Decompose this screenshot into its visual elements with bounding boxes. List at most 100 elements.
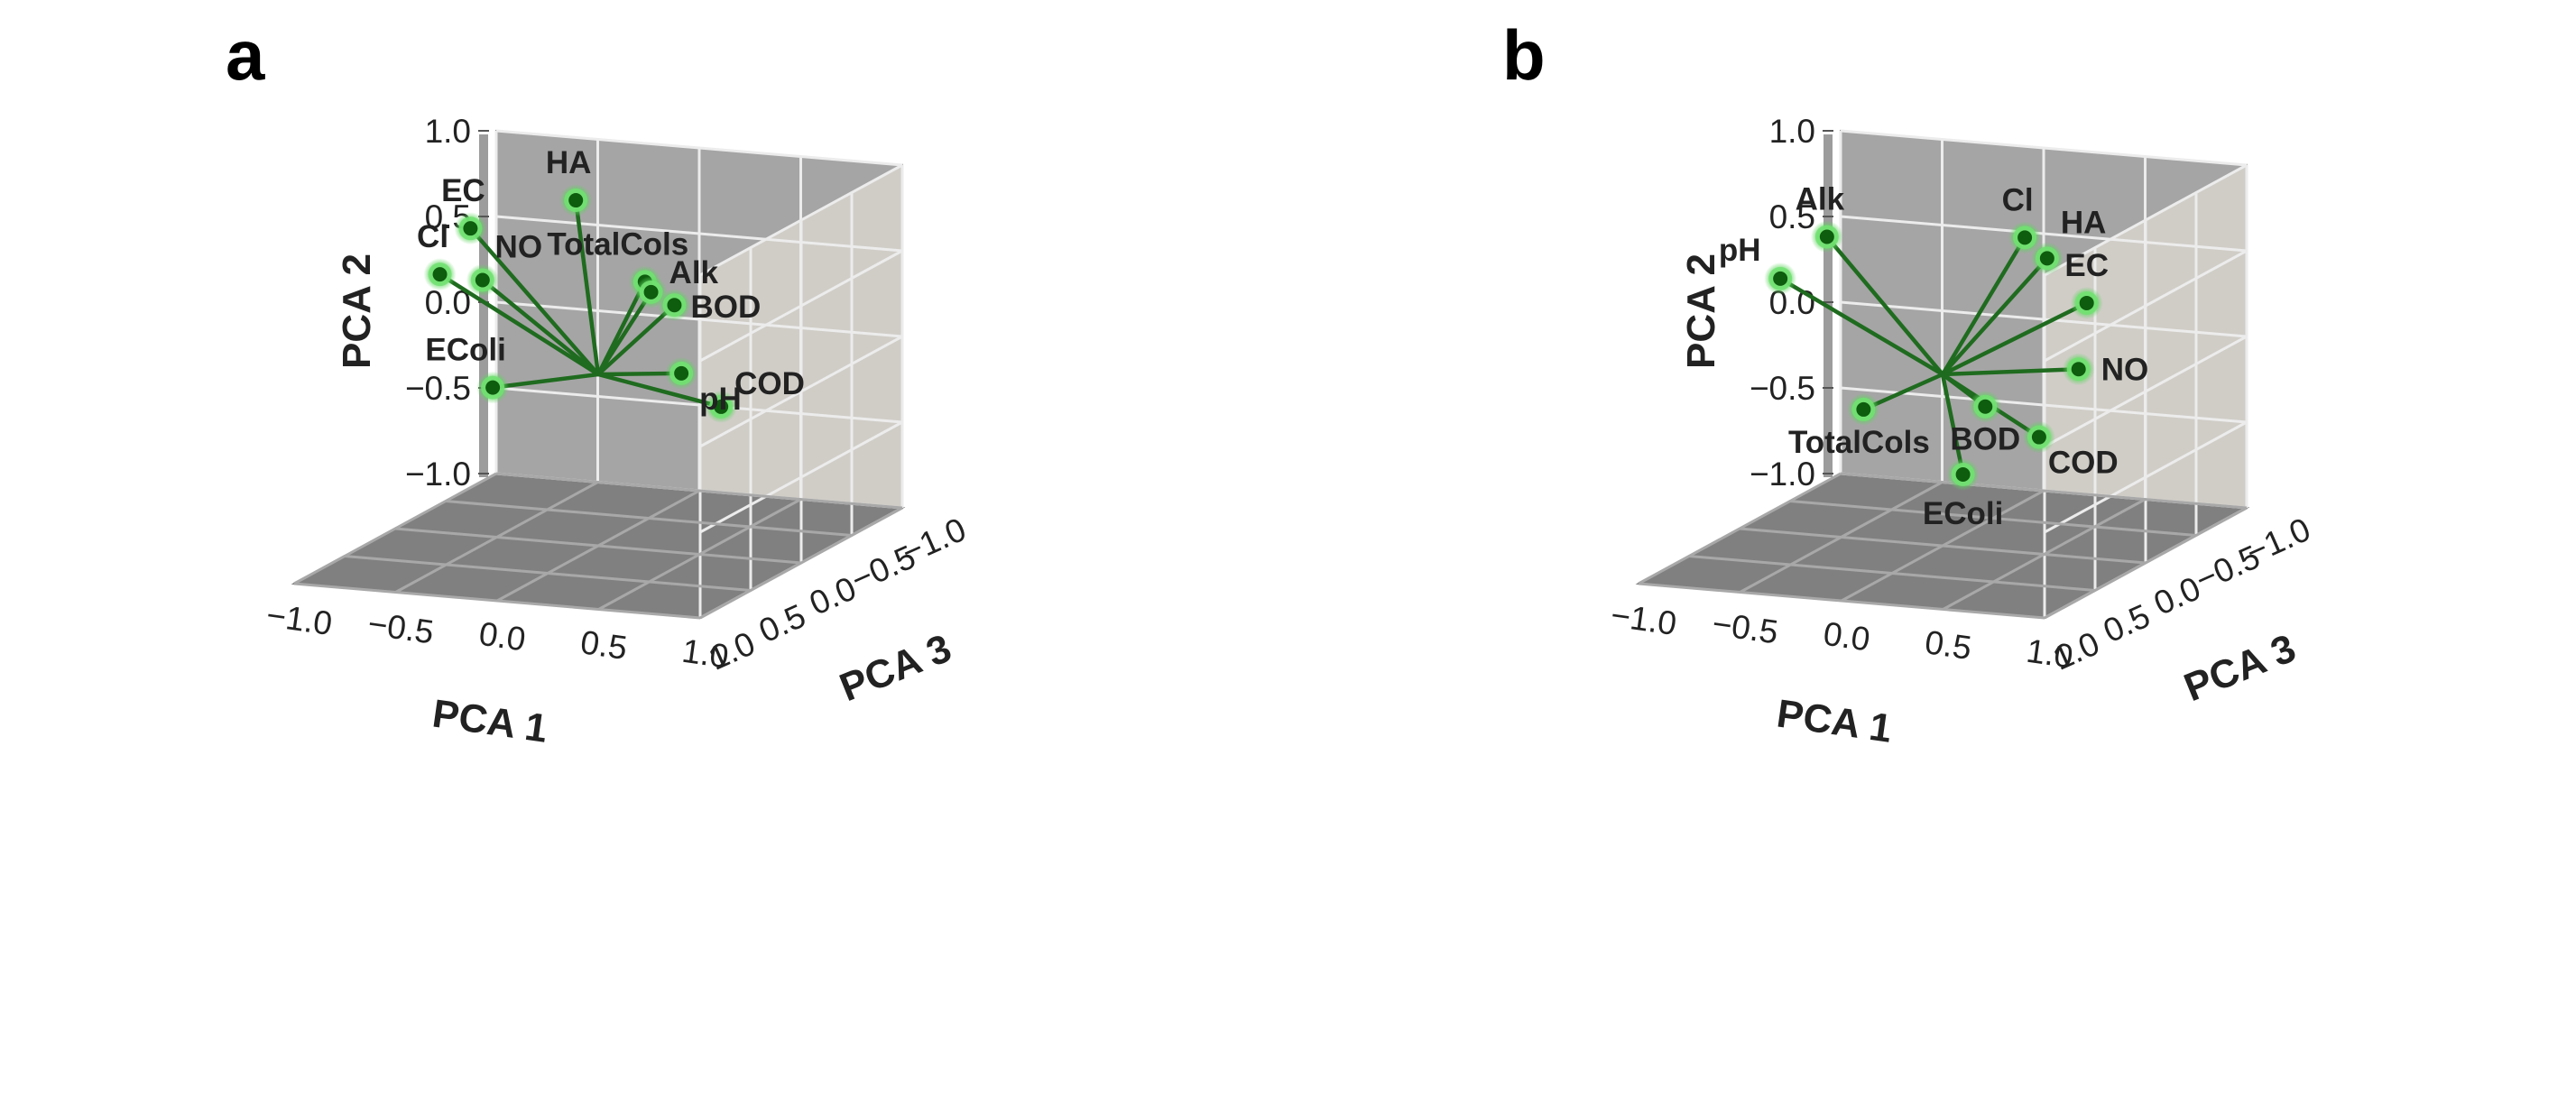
panel-b: 1.00.50.0−0.5−1.0−1.0 −0.5 0.0 0.5 1.01.00.5… — [1502, 15, 2316, 751]
point-ec — [463, 221, 478, 236]
x-tick-label: 1.0 — [679, 632, 731, 676]
loading-vector-ec — [468, 226, 600, 376]
point-ec — [2079, 295, 2094, 310]
loading-vector-alk — [596, 290, 653, 376]
point-label-alk: Alk — [1796, 181, 1845, 216]
x-axis-title: PCA 1 — [1774, 691, 1895, 751]
point-alk — [1819, 229, 1834, 244]
loading-vector-bod — [596, 303, 676, 376]
y-tick-label: −1.0 — [1750, 456, 1815, 493]
point-label-ph: pH — [1719, 233, 1761, 268]
point-cl — [432, 267, 448, 282]
z-tick-label: −1.0 — [896, 511, 971, 571]
y-tick-label: −0.5 — [1750, 370, 1815, 407]
grid-line — [394, 527, 802, 565]
x-tick-label: 0.5 — [1923, 623, 1974, 667]
point-label-cl: Cl — [417, 219, 448, 254]
point-cl — [2017, 230, 2033, 245]
point-label-ha: HA — [2061, 205, 2107, 240]
point-totalcols — [1856, 401, 1871, 417]
grid-line — [1739, 527, 2147, 565]
point-label-no: NO — [2101, 352, 2149, 387]
panel-letter: b — [1502, 15, 1546, 95]
grid-line — [2044, 163, 2248, 277]
point-no — [475, 272, 490, 288]
loading-vector-ec — [1942, 300, 2088, 377]
x-tick-label: −1.0 — [1609, 596, 1679, 642]
panel-letter: a — [226, 15, 265, 95]
point-ecoli — [485, 380, 501, 395]
point-ph — [1773, 271, 1788, 286]
grid-line — [344, 555, 752, 592]
point-ecoli — [1955, 467, 1971, 482]
loading-vector-ecoli — [1940, 373, 1965, 475]
grid-line — [2044, 335, 2248, 448]
grid-line — [495, 129, 903, 167]
point-label-totalcols: TotalCols — [1788, 425, 1930, 460]
loading-vector-ha — [1941, 256, 2049, 376]
y-axis-title: PCA 2 — [335, 253, 379, 369]
loading-vector-ha — [573, 199, 601, 375]
point-bod — [1978, 399, 1993, 414]
x-tick-label: 0.0 — [1821, 615, 1872, 659]
y-tick-label: −0.5 — [405, 370, 471, 407]
point-ha — [568, 193, 584, 208]
point-label-totalcols: TotalCols — [547, 226, 688, 262]
z-axis-title: PCA 3 — [2178, 626, 2302, 710]
loading-vector-cl — [1941, 236, 2027, 376]
y-tick-label: 1.0 — [425, 113, 471, 150]
grid-line — [1840, 129, 2248, 167]
point-label-ec: EC — [2064, 248, 2109, 283]
point-label-cl: Cl — [2002, 182, 2034, 217]
z-tick-label: 0.5 — [753, 597, 811, 649]
point-label-ec: EC — [441, 173, 485, 208]
point-label-ecoli: EColi — [1923, 496, 2003, 531]
grid-line — [2044, 249, 2248, 363]
point-alk — [643, 284, 659, 299]
loading-vector-cod — [597, 372, 722, 410]
x-tick-label: −0.5 — [365, 605, 436, 651]
grid-line — [699, 335, 903, 448]
x-tick-label: 0.5 — [578, 623, 630, 667]
grid-line — [2044, 506, 2248, 620]
grid-line — [699, 163, 903, 277]
z-axis-title: PCA 3 — [834, 626, 957, 710]
loading-vector-ecoli — [492, 372, 599, 390]
point-label-alk: Alk — [669, 255, 719, 290]
point-ha — [2039, 251, 2054, 266]
grid-line — [597, 498, 802, 611]
point-ph — [674, 365, 689, 381]
loading-vector-no — [1942, 367, 2079, 377]
grid-line — [293, 582, 701, 620]
point-label-ha: HA — [546, 145, 592, 180]
grid-line — [1942, 498, 2147, 611]
grid-line — [1840, 215, 2248, 253]
z-tick-label: 0.5 — [2098, 597, 2156, 649]
point-no — [2071, 362, 2086, 377]
point-cod — [2031, 429, 2046, 445]
x-tick-label: −1.0 — [264, 596, 335, 642]
y-tick-label: 1.0 — [1769, 113, 1815, 150]
point-label-ph: pH — [699, 382, 742, 417]
grid-line — [1638, 582, 2045, 620]
point-label-ecoli: EColi — [425, 333, 505, 368]
x-tick-label: 0.0 — [476, 615, 528, 659]
grid-line — [1688, 555, 2096, 592]
loading-vector-ph — [1779, 276, 1944, 376]
point-label-no: NO — [495, 230, 543, 265]
loading-vector-alk — [1825, 235, 1944, 376]
y-tick-label: −1.0 — [405, 456, 471, 493]
point-label-cod: COD — [734, 366, 805, 401]
point-label-bod: BOD — [1950, 422, 2020, 457]
point-cod — [714, 399, 729, 414]
point-label-cod: COD — [2048, 446, 2119, 481]
grid-line — [699, 249, 903, 363]
grid-line — [699, 506, 903, 620]
y-axis-title: PCA 2 — [1679, 253, 1723, 369]
point-bod — [667, 298, 682, 313]
loading-vector-cl — [439, 272, 600, 376]
point-label-bod: BOD — [690, 290, 761, 325]
panel-a: 1.00.50.0−0.5−1.0−1.0 −0.5 0.0 0.5 1.01.00.5… — [226, 15, 972, 751]
